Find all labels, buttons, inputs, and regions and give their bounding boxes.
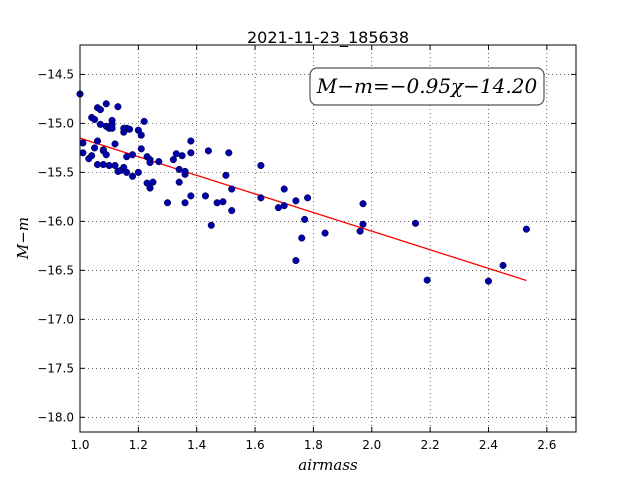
data-point	[99, 160, 107, 169]
data-point	[79, 139, 87, 147]
x-tick-label: 2.4	[479, 438, 498, 452]
chart-title: 2021-11-23_185638	[247, 28, 409, 48]
fit-line-layer	[79, 137, 527, 282]
axis-ticks: 1.0 1.2 1.4 1.6 1.8 2.0 2.2 2.4 2.6 −14.5 −15.0 −15…	[37, 45, 576, 452]
data-point	[201, 192, 210, 200]
x-tick-label: 1.2	[129, 438, 148, 452]
data-point	[163, 199, 172, 207]
data-point	[301, 215, 309, 223]
y-tick-label: −17.0	[37, 312, 74, 326]
data-point	[219, 198, 227, 206]
data-point	[137, 131, 145, 139]
data-point	[522, 225, 530, 233]
data-point	[225, 149, 233, 157]
data-point	[123, 168, 131, 176]
y-tick-label: −16.0	[37, 214, 74, 228]
data-point	[134, 168, 142, 176]
data-point	[102, 100, 110, 108]
data-point	[187, 137, 195, 145]
y-tick-label: −15.5	[37, 165, 74, 179]
data-point	[146, 184, 154, 192]
data-point	[187, 149, 195, 157]
data-point	[102, 151, 110, 159]
data-point	[359, 200, 367, 208]
data-point	[280, 185, 288, 193]
data-point	[187, 192, 195, 200]
data-point	[140, 117, 148, 125]
data-point	[304, 194, 312, 202]
data-point	[126, 125, 134, 133]
y-tick-label: −17.5	[37, 361, 74, 375]
data-point	[204, 147, 212, 155]
data-point	[96, 106, 104, 114]
annotation-box: M−m=−0.95χ−14.20	[309, 67, 545, 106]
data-point	[175, 178, 183, 186]
data-point	[137, 145, 145, 153]
y-tick-label: −15.0	[37, 116, 74, 130]
data-point	[321, 229, 329, 237]
data-point	[128, 151, 137, 159]
x-tick-label: 1.0	[70, 438, 89, 452]
data-point	[91, 144, 99, 152]
grid	[79, 45, 576, 432]
data-point	[411, 219, 420, 227]
data-point	[228, 185, 236, 193]
data-point	[207, 221, 215, 229]
annotation-frame	[309, 67, 545, 106]
data-point	[111, 161, 119, 170]
data-point	[280, 202, 288, 210]
data-point	[181, 167, 189, 175]
x-tick-label: 1.8	[304, 438, 323, 452]
y-tick-label: −16.5	[37, 263, 74, 277]
x-tick-label: 1.6	[246, 438, 265, 452]
data-point	[178, 152, 186, 160]
y-tick-label: −18.0	[37, 410, 74, 424]
y-tick-label: −14.5	[37, 67, 74, 81]
x-tick-label: 1.4	[187, 438, 206, 452]
data-point	[79, 149, 87, 157]
data-points	[76, 90, 530, 285]
x-tick-label: 2.2	[421, 438, 440, 452]
data-point	[257, 161, 265, 170]
data-point	[88, 152, 96, 160]
data-point	[228, 207, 236, 215]
data-point	[146, 159, 154, 167]
x-axis-label: airmass	[298, 456, 358, 474]
data-point	[108, 116, 116, 124]
fit-line	[79, 137, 527, 282]
data-point	[499, 261, 507, 269]
data-point	[111, 140, 119, 148]
data-point	[91, 115, 99, 124]
data-point	[359, 220, 367, 228]
x-tick-label: 2.6	[537, 438, 556, 452]
data-point	[292, 256, 300, 265]
data-point	[298, 234, 306, 242]
x-tick-label: 2.0	[362, 438, 381, 452]
plot-frame	[79, 44, 577, 433]
data-point	[149, 178, 157, 186]
data-point	[114, 103, 122, 111]
data-point	[93, 137, 102, 145]
data-point	[292, 197, 300, 205]
fit-equation: M−m=−0.95χ−14.20	[316, 74, 538, 98]
data-point	[108, 124, 116, 132]
data-point	[128, 172, 137, 180]
y-axis-label: M−m	[14, 217, 32, 260]
data-point	[213, 199, 221, 207]
data-point	[155, 158, 163, 166]
data-point	[222, 171, 230, 179]
data-point	[181, 199, 189, 207]
data-point	[423, 276, 431, 284]
data-point	[169, 156, 177, 164]
data-point	[356, 227, 364, 235]
data-point	[257, 194, 265, 202]
data-point	[484, 277, 493, 285]
